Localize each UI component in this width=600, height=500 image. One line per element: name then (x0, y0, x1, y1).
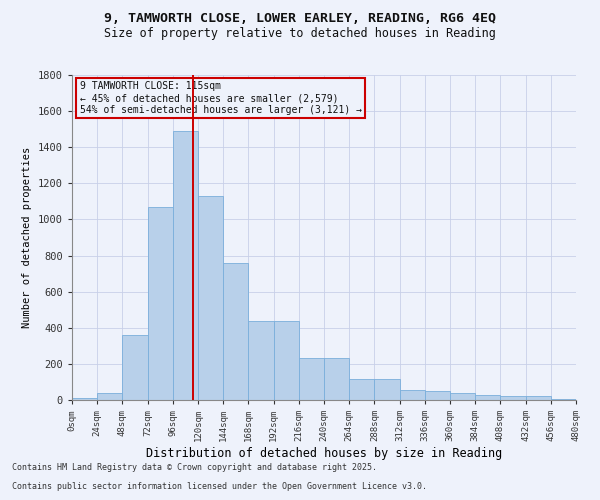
Bar (374, 379, 400, 400)
Bar (500, 396, 526, 400)
Bar (551, 399, 576, 400)
Bar (475, 394, 500, 400)
Bar (248, 322, 274, 400)
Bar (349, 379, 374, 400)
Bar (122, 335, 148, 400)
Bar (274, 322, 299, 400)
Bar (400, 390, 425, 400)
Bar (72, 398, 97, 400)
X-axis label: Distribution of detached houses by size in Reading: Distribution of detached houses by size … (146, 447, 502, 460)
Text: Contains HM Land Registry data © Crown copyright and database right 2025.: Contains HM Land Registry data © Crown c… (12, 464, 377, 472)
Text: Contains public sector information licensed under the Open Government Licence v3: Contains public sector information licen… (12, 482, 427, 491)
Bar (173, 131, 198, 400)
Text: 9 TAMWORTH CLOSE: 115sqm
← 45% of detached houses are smaller (2,579)
54% of sem: 9 TAMWORTH CLOSE: 115sqm ← 45% of detach… (80, 82, 362, 114)
Bar (148, 207, 173, 400)
Bar (526, 396, 551, 400)
Bar (450, 393, 475, 400)
Y-axis label: Number of detached properties: Number of detached properties (22, 147, 32, 328)
Bar (198, 196, 223, 400)
Bar (324, 358, 349, 400)
Bar (299, 358, 324, 400)
Text: 9, TAMWORTH CLOSE, LOWER EARLEY, READING, RG6 4EQ: 9, TAMWORTH CLOSE, LOWER EARLEY, READING… (104, 12, 496, 26)
Bar (97, 393, 122, 400)
Text: Size of property relative to detached houses in Reading: Size of property relative to detached ho… (104, 28, 496, 40)
Bar (223, 263, 248, 400)
Bar (425, 391, 450, 400)
